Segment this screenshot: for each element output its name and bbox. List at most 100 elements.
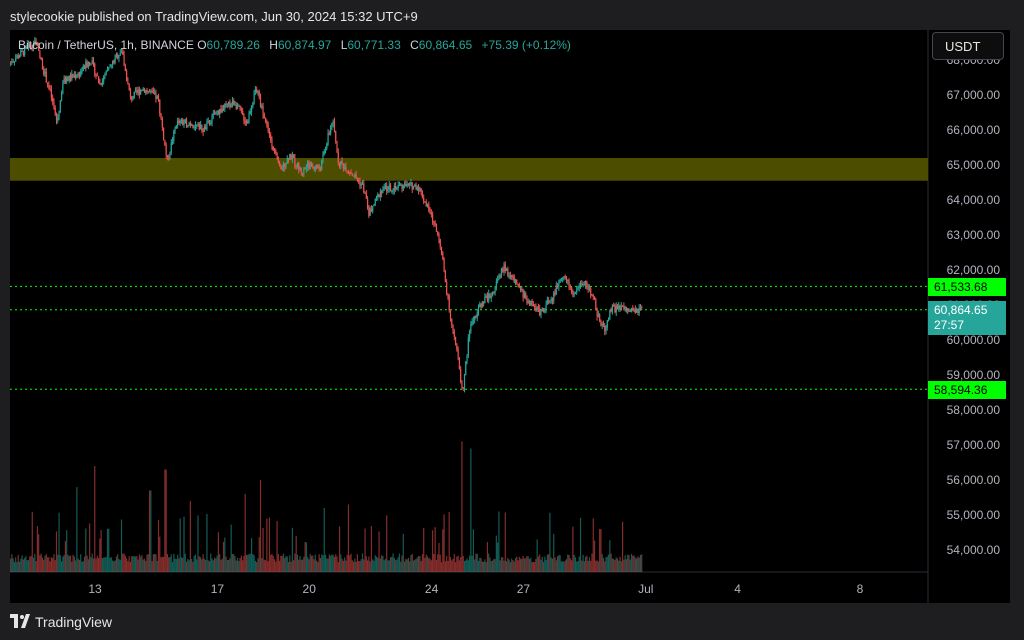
volume-bar (638, 557, 640, 572)
volume-bar (415, 558, 417, 572)
volume-bar (86, 555, 88, 572)
volume-bar (83, 556, 86, 572)
ohlc-legend: Bitcoin / TetherUS, 1h, BINANCE O60,789.… (18, 38, 571, 52)
volume-bar (91, 553, 93, 572)
candle-body (119, 53, 121, 56)
volume-bar (505, 561, 508, 572)
candle-body (465, 361, 467, 375)
volume-bar (177, 554, 179, 572)
volume-bar (453, 553, 455, 572)
candle-body (535, 306, 537, 310)
candle-body (629, 311, 631, 313)
candle-body (94, 63, 96, 75)
volume-bar (586, 555, 588, 572)
volume-bar (150, 490, 152, 572)
candle-body (573, 294, 575, 296)
volume-bar (290, 561, 292, 572)
candle-body (52, 97, 54, 102)
volume-bar (210, 553, 212, 572)
candle-body (548, 300, 550, 303)
volume-bar (332, 554, 334, 572)
volume-bar (393, 557, 395, 572)
candle-body (44, 71, 46, 75)
volume-bar (299, 556, 301, 572)
volume-bar (570, 560, 573, 572)
volume-bar (609, 540, 611, 572)
candle-body (332, 121, 334, 124)
candle-body (128, 83, 130, 91)
volume-bar (381, 555, 383, 572)
volume-bar (430, 560, 432, 572)
candle-body (485, 296, 487, 298)
currency-button[interactable]: USDT (932, 32, 1004, 60)
candle-body (618, 305, 620, 310)
candle-body (486, 296, 489, 302)
volume-bar (313, 559, 315, 572)
volume-bar (354, 558, 356, 572)
volume-bar (101, 558, 103, 572)
candle-body (34, 40, 36, 45)
volume-bar (559, 555, 561, 572)
volume-bar (336, 556, 338, 572)
volume-bar (375, 556, 378, 572)
candle-body (466, 355, 468, 362)
volume-bar (534, 562, 536, 572)
volume-bar (504, 512, 506, 572)
volume-bar (118, 558, 120, 572)
volume-bar (44, 555, 46, 572)
volume-bar (300, 559, 302, 572)
volume-bar (341, 558, 343, 572)
volume-bar (440, 562, 443, 572)
candle-body (381, 191, 383, 194)
symbol-label[interactable]: Bitcoin / TetherUS, 1h, BINANCE (18, 38, 194, 52)
tradingview-brand[interactable]: TradingView (35, 614, 113, 630)
candle-body (263, 114, 265, 118)
volume-bar (578, 556, 580, 572)
volume-bar (282, 553, 285, 572)
volume-bar (409, 561, 411, 572)
volume-bar (31, 511, 33, 572)
volume-bar (239, 557, 241, 572)
volume-bar (145, 560, 147, 572)
candle-body (300, 167, 302, 173)
volume-bar (495, 535, 497, 572)
volume-bar (77, 558, 79, 572)
candlestick-chart[interactable]: 54,000.00 55,000.00 56,000.00 57,000.00 58,0… (10, 30, 1010, 603)
volume-bar (319, 558, 322, 572)
volume-bar (148, 490, 151, 572)
chart-area[interactable]: 54,000.00 55,000.00 56,000.00 57,000.00 58,0… (10, 30, 1010, 603)
volume-bar (497, 542, 499, 572)
candle-body (361, 183, 364, 185)
volume-bar (178, 558, 180, 572)
candle-body (63, 77, 65, 84)
candle-body (25, 47, 27, 49)
volume-bar (491, 560, 494, 572)
volume-bar (421, 554, 424, 572)
candle-body (403, 183, 406, 185)
volume-bar (483, 561, 485, 572)
candle-body (92, 60, 95, 64)
volume-bar (428, 558, 430, 572)
volume-bar (293, 560, 295, 572)
candle-body (519, 287, 522, 290)
volume-bar (213, 557, 216, 572)
volume-bar (198, 556, 200, 572)
volume-bar (540, 559, 542, 572)
candle-body (352, 175, 355, 177)
candle-body (160, 113, 162, 119)
volume-bar (423, 528, 425, 572)
candle-body (275, 150, 277, 153)
volume-bar (103, 557, 105, 572)
candle-body (294, 157, 296, 166)
candle-body (457, 349, 459, 358)
volume-bar (521, 558, 523, 572)
volume-bar (465, 560, 467, 572)
candle-body (423, 197, 425, 202)
support-price-tag: 58,594.36 (928, 381, 1006, 399)
volume-bar (563, 561, 565, 572)
candle-body (477, 306, 480, 313)
candle-body (272, 146, 274, 151)
volume-bar (623, 559, 625, 572)
volume-bar (69, 555, 72, 572)
volume-bar (456, 556, 458, 572)
